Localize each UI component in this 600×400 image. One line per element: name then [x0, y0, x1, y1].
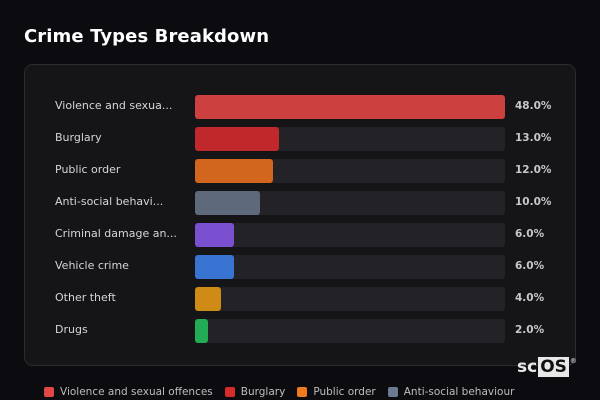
- bar[interactable]: [195, 255, 234, 279]
- chart-title: Crime Types Breakdown: [24, 26, 270, 47]
- legend-swatch-icon: [224, 387, 235, 397]
- bar-value: 2.0%: [515, 324, 545, 336]
- bar-track: [195, 159, 505, 183]
- bar-row: Other theft 4.0%: [25, 287, 575, 311]
- legend-swatch-icon: [387, 387, 398, 397]
- bar-label: Vehicle crime: [55, 259, 129, 272]
- chart-card: Violence and sexua... 48.0% Burglary 13.0% P…: [24, 64, 576, 366]
- bar-row: Criminal damage an... 6.0%: [25, 223, 575, 247]
- bar-row: Drugs 2.0%: [25, 319, 575, 343]
- bar[interactable]: [195, 95, 505, 119]
- legend-item[interactable]: Burglary: [224, 386, 286, 398]
- bar-value: 4.0%: [515, 292, 545, 304]
- bar-label: Drugs: [55, 323, 88, 336]
- legend-label: Public order: [313, 386, 376, 398]
- legend-label: Violence and sexual offences: [60, 386, 213, 398]
- bar[interactable]: [195, 191, 260, 215]
- bar-row: Violence and sexua... 48.0%: [25, 95, 575, 119]
- bar-track: [195, 95, 505, 119]
- legend-label: Burglary: [240, 386, 286, 398]
- bar-value: 12.0%: [515, 164, 552, 176]
- legend-label: Anti-social behaviour: [403, 386, 515, 398]
- bar-track: [195, 255, 505, 279]
- bar-row: Vehicle crime 6.0%: [25, 255, 575, 279]
- bar-row: Anti-social behavi... 10.0%: [25, 191, 575, 215]
- bar[interactable]: [195, 127, 279, 151]
- logo-prefix: sc: [517, 357, 538, 377]
- legend-swatch-icon: [44, 387, 54, 397]
- bar[interactable]: [195, 319, 208, 343]
- bar-row: Burglary 13.0%: [25, 127, 575, 151]
- scos-logo: sc OS ®: [517, 357, 577, 377]
- bar[interactable]: [195, 287, 221, 311]
- bar-value: 6.0%: [515, 228, 545, 240]
- registered-mark-icon: ®: [569, 357, 577, 365]
- bar-label: Public order: [55, 163, 121, 176]
- bar-row: Public order 12.0%: [25, 159, 575, 183]
- legend-item[interactable]: Violence and sexual offences: [44, 386, 213, 398]
- logo-box: OS: [538, 357, 569, 377]
- bar-label: Violence and sexua...: [55, 99, 173, 112]
- legend-item[interactable]: Anti-social behaviour: [387, 386, 515, 398]
- bar-value: 13.0%: [515, 132, 552, 144]
- bar-track: [195, 223, 505, 247]
- chart-legend: Violence and sexual offences Burglary Publ…: [44, 386, 514, 398]
- bar-track: [195, 127, 505, 151]
- bar[interactable]: [195, 159, 273, 183]
- bar-track: [195, 287, 505, 311]
- bar[interactable]: [195, 223, 234, 247]
- bar-label: Burglary: [55, 131, 102, 144]
- bar-label: Criminal damage an...: [55, 227, 177, 240]
- bar-value: 6.0%: [515, 260, 545, 272]
- legend-item[interactable]: Public order: [297, 386, 376, 398]
- bar-track: [195, 191, 505, 215]
- bar-label: Other theft: [55, 291, 116, 304]
- bar-value: 10.0%: [515, 196, 552, 208]
- bar-label: Anti-social behavi...: [55, 195, 164, 208]
- bar-track: [195, 319, 505, 343]
- bar-value: 48.0%: [515, 100, 552, 112]
- legend-swatch-icon: [297, 387, 308, 397]
